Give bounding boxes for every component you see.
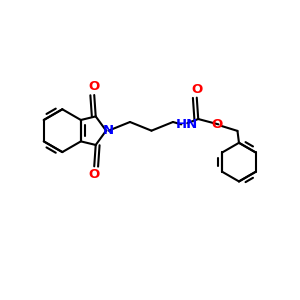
Text: O: O <box>211 118 222 131</box>
Text: O: O <box>88 80 100 93</box>
Text: HN: HN <box>176 118 198 131</box>
Text: O: O <box>191 83 202 96</box>
Text: N: N <box>103 124 114 137</box>
Text: O: O <box>88 168 100 181</box>
